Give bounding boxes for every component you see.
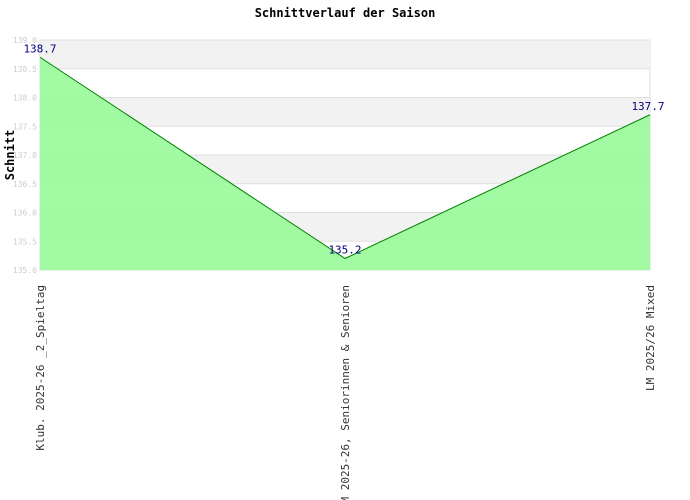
- grid-band: [40, 40, 650, 69]
- x-tick-label: LM 2025-26, Seniorinnen & Senioren: [339, 285, 352, 500]
- y-tick-label: 135.5: [13, 237, 37, 246]
- y-tick-label: 139.0: [13, 36, 37, 45]
- y-tick-label: 136.5: [13, 180, 37, 189]
- data-label: 135.2: [328, 244, 361, 257]
- y-tick-label: 136.0: [13, 209, 37, 218]
- data-label: 137.7: [631, 100, 664, 113]
- y-tick-label: 137.5: [13, 122, 37, 131]
- y-tick-label: 138.5: [13, 65, 37, 74]
- series-line: [39, 56, 651, 260]
- chart-title: Schnittverlauf der Saison: [255, 6, 436, 20]
- y-tick-label: 135.0: [13, 266, 37, 275]
- y-tick-label: 138.0: [13, 94, 37, 103]
- x-tick-label: Klub. 2025-26 _2_Spieltag: [34, 285, 47, 451]
- y-tick-label: 137.0: [13, 151, 37, 160]
- x-tick-label: LM 2025/26 Mixed: [644, 285, 657, 391]
- grid-band: [40, 97, 650, 127]
- data-label: 138.7: [23, 42, 56, 55]
- y-axis-label: Schnitt: [3, 130, 17, 181]
- area-fill: [40, 57, 650, 270]
